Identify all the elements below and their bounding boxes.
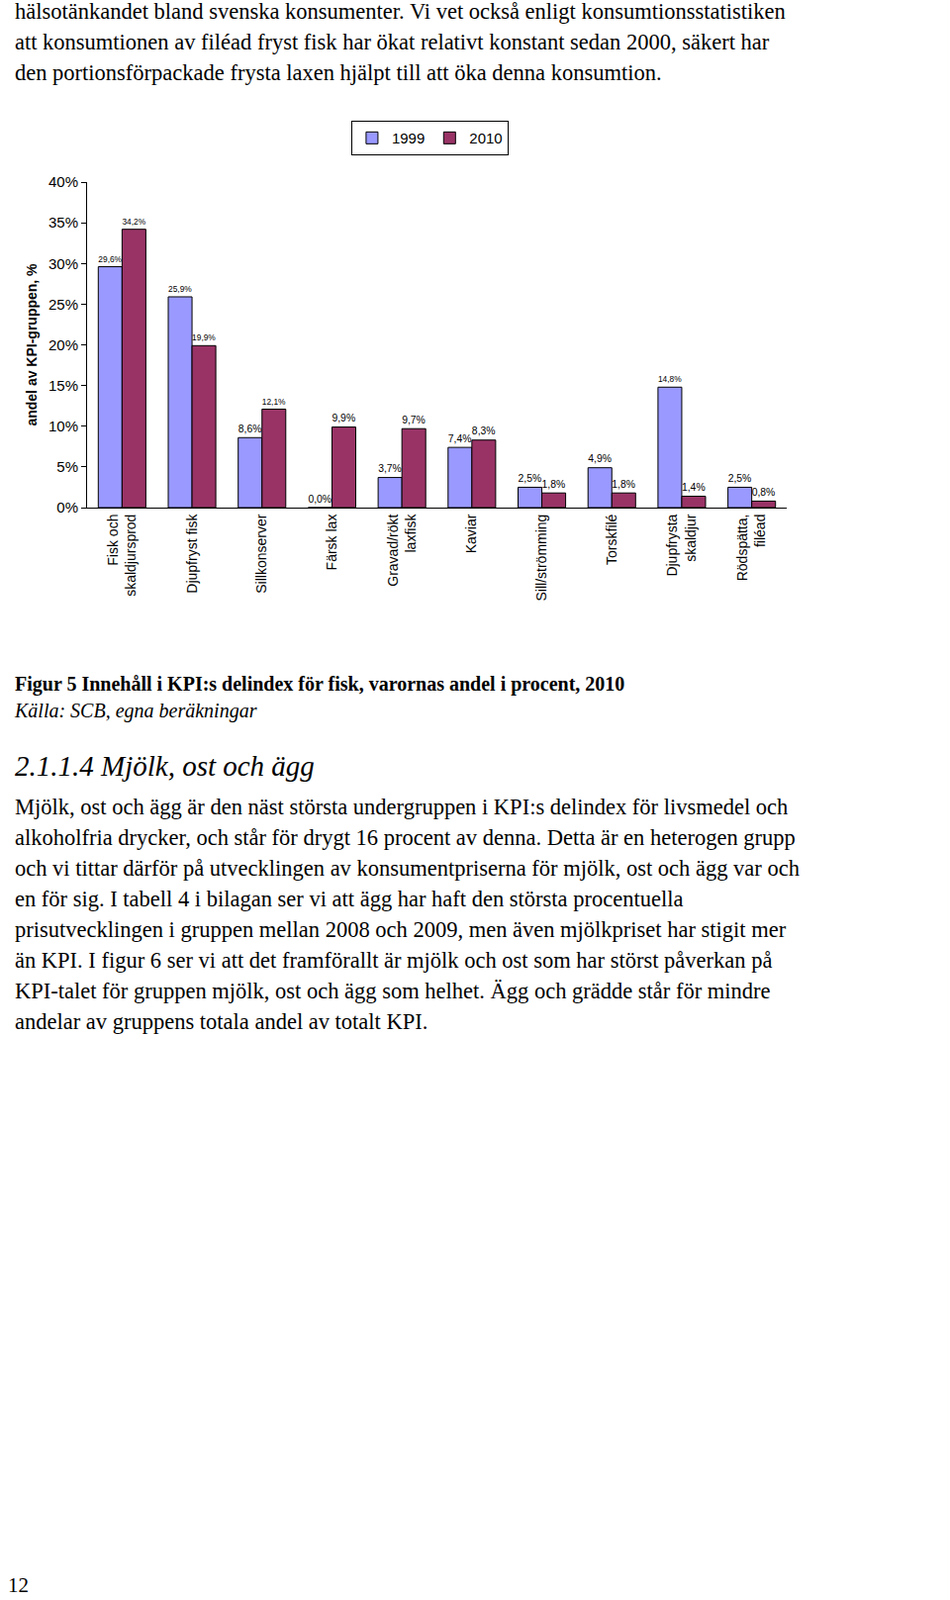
svg-text:34,2%: 34,2% xyxy=(121,216,146,227)
svg-text:19,9%: 19,9% xyxy=(191,332,216,343)
html-text:och vi tittar därför på utveck: och vi tittar därför på utvecklingen av … xyxy=(14,855,800,881)
svg-text:Djupfryst fisk: Djupfryst fisk xyxy=(184,513,200,594)
html-text:KPI-talet för gruppen mjölk, o: KPI-talet för gruppen mjölk, ost och ägg… xyxy=(14,978,771,1004)
svg-text:2,5%: 2,5% xyxy=(518,473,543,484)
svg-text:14,8%: 14,8% xyxy=(658,374,682,384)
svg-text:20%: 20% xyxy=(48,336,79,354)
svg-text:9,9%: 9,9% xyxy=(331,412,356,424)
svg-text:0,0%: 0,0% xyxy=(307,493,332,505)
svg-text:1999: 1999 xyxy=(391,129,425,147)
svg-text:1,4%: 1,4% xyxy=(681,481,706,493)
html-text:andelar av gruppens totala and: andelar av gruppens totala andel av tota… xyxy=(14,1009,428,1035)
html-text:Källa: SCB, egna beräkningar: Källa: SCB, egna beräkningar xyxy=(14,699,257,722)
html-text:en för sig. I tabell 4 i bilag: en för sig. I tabell 4 i bilagan ser vi … xyxy=(14,886,684,912)
svg-text:9,7%: 9,7% xyxy=(401,414,426,426)
svg-text:2010: 2010 xyxy=(469,129,502,147)
svg-text:Färsk lax: Färsk lax xyxy=(323,514,340,571)
html-text:prisutvecklingen i gruppen mel: prisutvecklingen i gruppen mellan 2008 o… xyxy=(14,917,786,943)
svg-text:Rödspätta,filéad: Rödspätta,filéad xyxy=(734,514,768,582)
html-text:alkoholfria drycker, och står: alkoholfria drycker, och står för drygt … xyxy=(14,825,796,851)
svg-text:40%: 40% xyxy=(48,173,79,190)
svg-text:Sillkonserver: Sillkonserver xyxy=(253,513,270,593)
svg-text:Torskfilé: Torskfilé xyxy=(603,513,620,566)
svg-text:1,8%: 1,8% xyxy=(611,478,636,490)
html-text:Mjölk, ost och ägg är den näst: Mjölk, ost och ägg är den näst största u… xyxy=(14,794,789,820)
html-text:att konsumtionen av filéad fry: att konsumtionen av filéad fryst fisk ha… xyxy=(14,29,770,55)
svg-text:12,1%: 12,1% xyxy=(262,396,286,407)
svg-text:Sill/strömming: Sill/strömming xyxy=(533,514,550,602)
html-text:2.1.1.4 Mjölk, ost och ägg: 2.1.1.4 Mjölk, ost och ägg xyxy=(14,750,315,782)
svg-text:0%: 0% xyxy=(56,498,79,516)
svg-text:5%: 5% xyxy=(56,458,79,475)
svg-text:25,9%: 25,9% xyxy=(168,284,192,294)
html-text:Figur 5 Innehåll i KPI:s delin: Figur 5 Innehåll i KPI:s delindex för fi… xyxy=(14,672,625,695)
svg-text:8,6%: 8,6% xyxy=(238,423,263,435)
svg-text:10%: 10% xyxy=(48,417,79,435)
svg-text:andel av KPI-gruppen, %: andel av KPI-gruppen, % xyxy=(23,263,40,427)
svg-text:35%: 35% xyxy=(48,213,79,231)
svg-text:8,3%: 8,3% xyxy=(472,425,496,437)
svg-text:2,5%: 2,5% xyxy=(728,473,753,484)
svg-text:Fisk ochskaldjursprod: Fisk ochskaldjursprod xyxy=(104,514,139,597)
svg-text:29,6%: 29,6% xyxy=(97,254,122,265)
svg-text:3,7%: 3,7% xyxy=(378,463,402,475)
svg-text:Djupfrystaskaldjur: Djupfrystaskaldjur xyxy=(664,513,698,576)
html-text:den portionsförpackade frysta: den portionsförpackade frysta laxen hjäl… xyxy=(14,60,662,86)
html-text:hälsotänkandet bland svenska k: hälsotänkandet bland svenska konsumenter… xyxy=(14,0,786,24)
svg-text:Gravad/röktlaxfisk: Gravad/röktlaxfisk xyxy=(384,513,419,587)
html-text:12: 12 xyxy=(7,1573,29,1598)
svg-text:0,8%: 0,8% xyxy=(752,486,776,498)
svg-text:4,9%: 4,9% xyxy=(587,453,612,465)
svg-text:Kaviar: Kaviar xyxy=(463,513,479,554)
svg-text:15%: 15% xyxy=(48,377,79,394)
svg-text:7,4%: 7,4% xyxy=(448,433,473,445)
svg-text:25%: 25% xyxy=(48,295,79,313)
svg-text:30%: 30% xyxy=(48,255,79,273)
svg-text:1,8%: 1,8% xyxy=(542,478,567,490)
html-text:än KPI. I figur 6 ser vi att d: än KPI. I figur 6 ser vi att det framför… xyxy=(14,948,773,973)
